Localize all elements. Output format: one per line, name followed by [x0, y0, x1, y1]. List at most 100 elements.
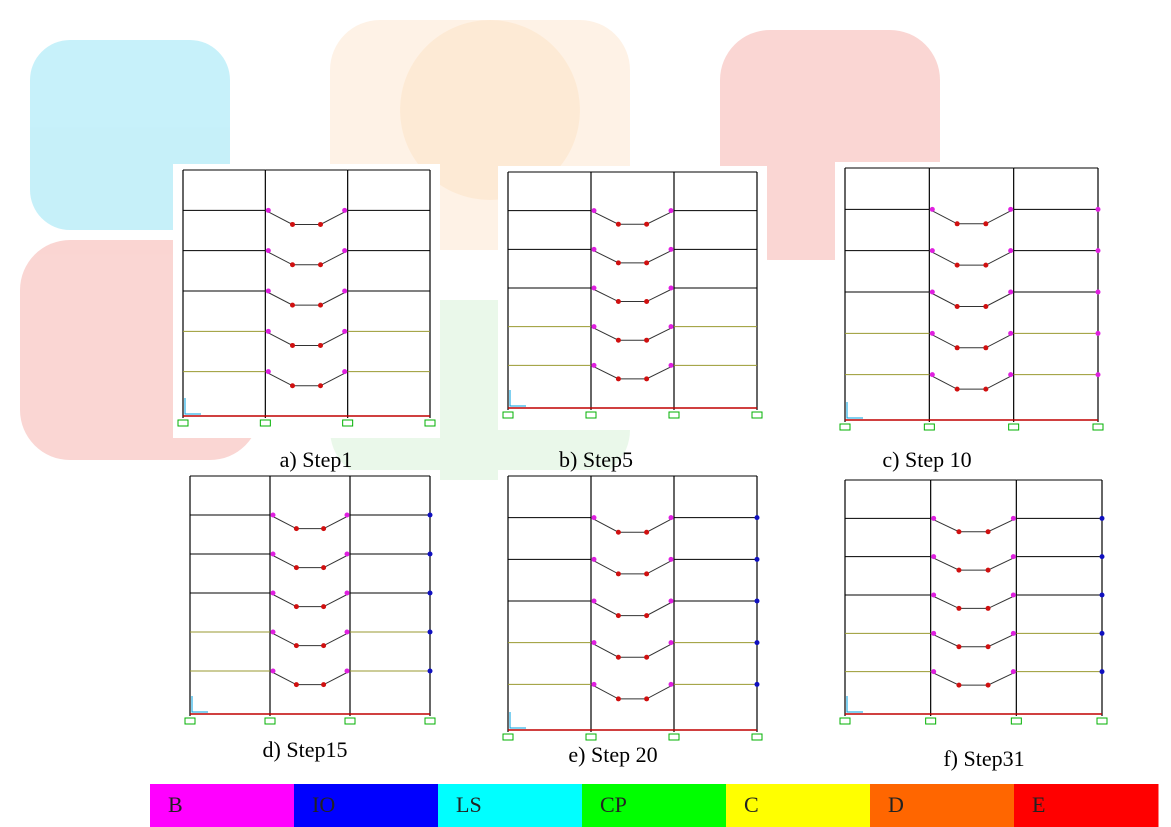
hinge	[342, 289, 347, 294]
hinge	[318, 383, 323, 388]
hinge	[616, 530, 621, 535]
hinge	[956, 529, 961, 534]
hinge	[1011, 593, 1016, 598]
frame-panel	[498, 470, 767, 752]
hinge	[956, 606, 961, 611]
hinge	[644, 655, 649, 660]
hinge	[271, 669, 276, 674]
hinge	[592, 640, 597, 645]
hinge	[342, 329, 347, 334]
hinge	[1011, 631, 1016, 636]
hinge	[955, 345, 960, 350]
caption: b) Step5	[559, 447, 633, 472]
hinge	[644, 696, 649, 701]
hinge	[342, 208, 347, 213]
hinge	[1096, 290, 1101, 295]
hinge	[321, 604, 326, 609]
legend-label: LS	[456, 792, 482, 817]
caption: e) Step 20	[568, 742, 657, 767]
hinge	[1100, 669, 1105, 674]
hinge	[616, 571, 621, 576]
hinge	[930, 207, 935, 212]
hinge	[592, 599, 597, 604]
hinge	[271, 630, 276, 635]
panel-bg	[173, 164, 440, 438]
hinge	[930, 290, 935, 295]
hinge	[669, 208, 674, 213]
caption: c) Step 10	[882, 447, 971, 472]
hinge	[1011, 669, 1016, 674]
hinge	[592, 247, 597, 252]
hinge	[1011, 516, 1016, 521]
hinge	[616, 613, 621, 618]
hinge	[983, 387, 988, 392]
legend-label: E	[1032, 792, 1045, 817]
hinge	[669, 682, 674, 687]
hinge	[266, 369, 271, 374]
caption: d) Step15	[263, 737, 348, 762]
hinge	[616, 655, 621, 660]
hinge	[271, 513, 276, 518]
hinge	[955, 304, 960, 309]
hinge	[1008, 248, 1013, 253]
hinge	[345, 552, 350, 557]
hinge	[294, 682, 299, 687]
hinge	[755, 682, 760, 687]
hinge	[318, 343, 323, 348]
hinge	[428, 591, 433, 596]
hinge	[592, 208, 597, 213]
legend-label: IO	[312, 792, 335, 817]
hinge	[1008, 372, 1013, 377]
hinge	[755, 557, 760, 562]
caption: f) Step31	[943, 746, 1024, 771]
hinge	[321, 682, 326, 687]
hinge	[294, 526, 299, 531]
hinge	[592, 363, 597, 368]
hinge	[755, 640, 760, 645]
panel-bg	[180, 470, 440, 736]
hinge	[266, 289, 271, 294]
hinge	[931, 669, 936, 674]
caption: a) Step1	[280, 447, 353, 472]
hinge	[592, 515, 597, 520]
hinge	[955, 387, 960, 392]
hinge	[644, 222, 649, 227]
panel-bg	[835, 474, 1112, 736]
hinge	[644, 376, 649, 381]
hinge	[1100, 516, 1105, 521]
hinge	[1008, 290, 1013, 295]
hinge	[266, 329, 271, 334]
hinge	[1100, 554, 1105, 559]
hinge	[955, 221, 960, 226]
frame-panel	[173, 164, 440, 438]
hinge	[294, 643, 299, 648]
hinge	[956, 568, 961, 573]
legend-label: CP	[600, 792, 627, 817]
hinge	[644, 613, 649, 618]
hinge	[616, 696, 621, 701]
hinge	[294, 565, 299, 570]
hinge	[669, 599, 674, 604]
hinge	[290, 383, 295, 388]
hinge	[986, 606, 991, 611]
hinge	[318, 222, 323, 227]
hinge	[1011, 554, 1016, 559]
hinge	[755, 515, 760, 520]
hinge	[983, 221, 988, 226]
hinge	[644, 260, 649, 265]
hinge	[592, 324, 597, 329]
hinge	[428, 630, 433, 635]
hinge	[986, 644, 991, 649]
hinge	[290, 343, 295, 348]
hinge	[616, 260, 621, 265]
hinge	[1100, 631, 1105, 636]
hinge	[644, 299, 649, 304]
hinge	[669, 515, 674, 520]
hinge	[321, 565, 326, 570]
hinge	[983, 263, 988, 268]
panel-bg	[835, 162, 1108, 442]
hinge	[616, 376, 621, 381]
hinge	[1100, 593, 1105, 598]
hinge	[318, 303, 323, 308]
